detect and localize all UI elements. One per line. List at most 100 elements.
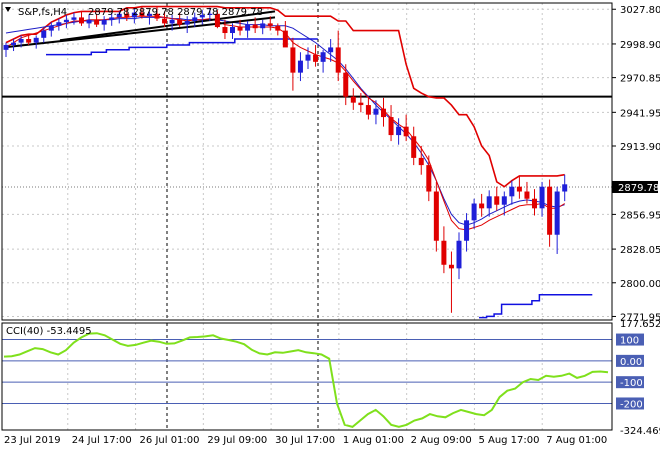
price-tick-label: 2800.00 bbox=[620, 279, 660, 290]
candle-bear bbox=[275, 25, 281, 31]
candle-bull bbox=[11, 42, 17, 46]
cci-axis-label: -100 bbox=[616, 376, 644, 389]
time-tick-label: 2 Aug 09:00 bbox=[411, 435, 472, 446]
cci-chart bbox=[2, 332, 612, 429]
labels: S&P,fs,H4 2879.78 2879.78 2879.78 2879.7… bbox=[6, 7, 263, 337]
candle-bear bbox=[282, 30, 288, 48]
price-panel-frame bbox=[1, 2, 613, 321]
candle-bull bbox=[501, 196, 507, 205]
candle-bear bbox=[532, 198, 537, 209]
candle-bear bbox=[177, 19, 183, 25]
candle-bear bbox=[516, 186, 522, 192]
candle-bear bbox=[433, 191, 439, 241]
candle-bull bbox=[207, 13, 213, 16]
cci-tick-label: -324.4695 bbox=[620, 426, 660, 437]
cci-level-badge bbox=[616, 397, 644, 410]
time-tick-label: 5 Aug 17:00 bbox=[478, 435, 539, 446]
candle-bull bbox=[131, 12, 137, 18]
price-tick-label: 2771.95 bbox=[620, 312, 660, 323]
support-step-line bbox=[479, 294, 593, 319]
candle-bear bbox=[358, 102, 364, 106]
time-tick-label: 30 Jul 17:00 bbox=[275, 435, 335, 446]
trendline-upper bbox=[59, 10, 276, 42]
candle-bear bbox=[426, 165, 432, 192]
price-tick-label: 2828.05 bbox=[620, 245, 660, 256]
cci-tick-label: -100 bbox=[620, 378, 643, 389]
candle-bull bbox=[396, 126, 402, 136]
candle-bull bbox=[169, 19, 175, 24]
price-tick-label: 2913.90 bbox=[620, 142, 660, 153]
candle-bear bbox=[343, 72, 349, 97]
candle-bear bbox=[290, 47, 296, 73]
trendline-lower bbox=[3, 16, 276, 49]
last-price-marker: 2879.78 bbox=[612, 180, 659, 194]
candle-bear bbox=[162, 18, 168, 24]
candle-bull bbox=[18, 39, 24, 43]
candle-bull bbox=[56, 22, 62, 26]
cci-tick-label: -200 bbox=[620, 399, 643, 410]
cci-title: CCI(40) -53.4495 bbox=[6, 326, 92, 337]
cci-panel-frame bbox=[1, 322, 613, 431]
candle-bull bbox=[471, 203, 477, 221]
candle-bull bbox=[230, 27, 235, 34]
candle-bear bbox=[139, 12, 145, 17]
cci-axis-label: -324.4695 bbox=[620, 426, 660, 437]
last-price-marker-bg bbox=[612, 180, 658, 193]
candle-bull bbox=[101, 19, 107, 25]
candle-bear bbox=[403, 126, 409, 137]
price-tick-label: 2941.95 bbox=[620, 108, 660, 119]
chart-title: S&P,fs,H4 bbox=[18, 7, 67, 18]
candle-bull bbox=[260, 23, 266, 29]
candle-bear bbox=[365, 105, 371, 115]
cci-tick-label: 177.6525 bbox=[620, 319, 660, 330]
price-tick-label: 2856.95 bbox=[620, 210, 660, 221]
candle-bull bbox=[199, 15, 205, 18]
candle-bull bbox=[86, 19, 92, 24]
candle-bear bbox=[350, 96, 356, 103]
time-tick-label: 7 Aug 01:00 bbox=[546, 435, 607, 446]
candle-bull bbox=[456, 240, 462, 269]
candle-bull bbox=[109, 17, 115, 20]
time-tick-label: 24 Jul 17:00 bbox=[72, 435, 132, 446]
candle-bear bbox=[479, 203, 485, 209]
time-tick-label: 1 Aug 01:00 bbox=[343, 435, 404, 446]
candle-bull bbox=[464, 220, 470, 241]
candle-bear bbox=[252, 24, 258, 29]
candle-bear bbox=[94, 19, 100, 25]
candle-bull bbox=[33, 37, 39, 43]
candle-bull bbox=[509, 186, 515, 197]
candle-bull bbox=[3, 45, 9, 50]
candle-bear bbox=[388, 117, 394, 136]
price-tick-label: 3027.80 bbox=[620, 5, 660, 16]
candle-bear bbox=[237, 27, 243, 31]
candle-bear bbox=[214, 13, 220, 28]
price-tick-label: 2998.90 bbox=[620, 40, 660, 51]
candle-bull bbox=[184, 21, 190, 25]
candle-bull bbox=[539, 186, 545, 209]
price-chart bbox=[2, 5, 612, 319]
cci-axis-label: 100 bbox=[616, 333, 644, 347]
candle-bull bbox=[305, 54, 311, 61]
time-tick-label: 23 Jul 2019 bbox=[4, 435, 61, 446]
moving-average-slow bbox=[5, 16, 565, 226]
support-step-line bbox=[46, 38, 318, 56]
candle-bull bbox=[562, 184, 568, 192]
candle-bear bbox=[411, 136, 417, 158]
candle-bull bbox=[373, 108, 379, 115]
moving-average-fast bbox=[5, 15, 565, 231]
cci-axis-label: -200 bbox=[616, 397, 644, 410]
candle-bear bbox=[524, 191, 530, 199]
cci-axis-label: 177.6525 bbox=[620, 319, 660, 330]
candle-bull bbox=[320, 52, 326, 62]
candle-bull bbox=[554, 191, 560, 235]
candle-bull bbox=[297, 60, 303, 73]
candle-bear bbox=[494, 196, 500, 205]
cci-level-badge bbox=[616, 354, 644, 367]
candle-bear bbox=[335, 47, 341, 73]
candle-bear bbox=[441, 240, 447, 265]
candle-bull bbox=[41, 30, 47, 38]
ohlc-readout: 2879.78 2879.78 2879.78 2879.78 bbox=[88, 7, 263, 18]
upper-channel-line bbox=[5, 5, 565, 188]
cci-line bbox=[3, 332, 609, 429]
